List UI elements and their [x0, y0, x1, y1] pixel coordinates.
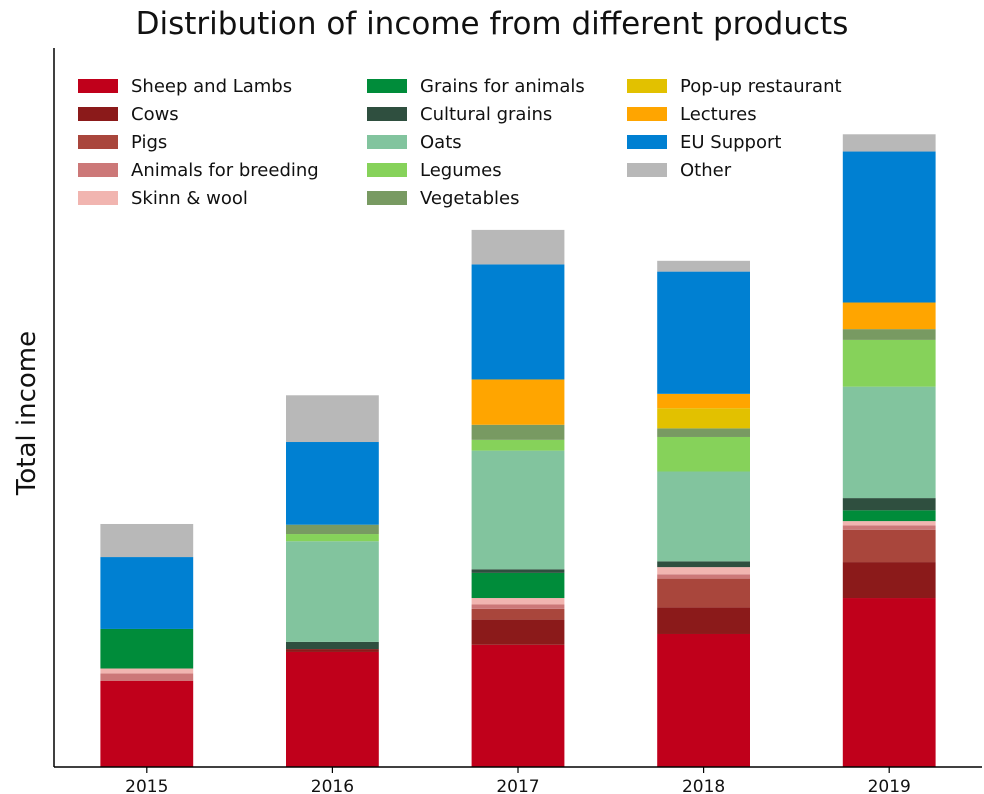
legend-label-animals-for-breeding: Animals for breeding: [131, 160, 319, 181]
legend-swatch-skinn-wool: [78, 191, 118, 205]
bar-segment-oats-2019: [842, 386, 936, 499]
bar-segment-sheep-and-lambs-2015: [100, 680, 194, 767]
bar-segment-other-2017: [471, 229, 565, 265]
legend-label-sheep-and-lambs: Sheep and Lambs: [131, 76, 292, 97]
bar-segment-pop-up-restaurant-2018: [657, 408, 750, 429]
legend-swatch-cultural-grains: [367, 107, 407, 121]
bar-segment-vegetables-2019: [842, 329, 936, 340]
legend-swatch-grains-for-animals: [367, 79, 407, 93]
legend-label-pop-up-restaurant: Pop-up restaurant: [680, 76, 842, 97]
legend-label-legumes: Legumes: [420, 160, 502, 181]
bar-segment-animals-for-breeding-2017: [471, 604, 565, 609]
bar-segment-grains-for-animals-2017: [471, 572, 565, 599]
bar-segment-eu-support-2019: [842, 151, 936, 303]
bar-segment-cows-2018: [657, 607, 750, 634]
legend-label-pigs: Pigs: [131, 132, 167, 153]
chart-title: Distribution of income from different pr…: [135, 6, 849, 42]
bar-segment-oats-2017: [471, 450, 565, 570]
bar-segment-legumes-2017: [471, 439, 565, 451]
bar-segment-eu-support-2018: [657, 271, 750, 394]
bar-segment-legumes-2019: [842, 339, 936, 387]
legend-label-grains-for-animals: Grains for animals: [420, 76, 585, 97]
x-tick-label-2017: 2017: [496, 777, 539, 794]
bar-segment-cultural-grains-2018: [657, 561, 750, 568]
x-ticks-group: 2015 2016 2017 2018 2019: [125, 767, 911, 794]
bar-segment-other-2019: [842, 134, 936, 152]
bar-segment-grains-for-animals-2019: [842, 510, 936, 522]
bar-segment-pigs-2018: [657, 578, 750, 608]
bar-segment-grains-for-animals-2015: [100, 628, 194, 669]
bar-segment-legumes-2018: [657, 436, 750, 472]
bar-segment-pigs-2019: [842, 529, 936, 563]
legend-swatch-other: [627, 163, 667, 177]
bar-segment-sheep-and-lambs-2019: [842, 598, 936, 767]
x-tick-label-2015: 2015: [125, 777, 168, 794]
bar-segment-skinn-wool-2017: [471, 598, 565, 605]
bar-segment-lectures-2019: [842, 302, 936, 330]
bar-segment-oats-2016: [286, 541, 379, 642]
bar-segment-animals-for-breeding-2019: [842, 525, 936, 530]
legend-label-other: Other: [680, 160, 732, 181]
legend-label-vegetables: Vegetables: [420, 188, 519, 209]
legend-swatch-pop-up-restaurant: [627, 79, 667, 93]
legend-swatch-oats: [367, 135, 407, 149]
legend-label-eu-support: EU Support: [680, 132, 781, 153]
x-tick-label-2016: 2016: [311, 777, 354, 794]
bar-segment-eu-support-2016: [286, 442, 379, 525]
legend-swatch-pigs: [78, 135, 118, 149]
bar-segment-sheep-and-lambs-2017: [471, 644, 565, 767]
bar-segment-legumes-2016: [286, 534, 379, 542]
bar-segment-eu-support-2015: [100, 557, 194, 629]
legend-swatch-sheep-and-lambs: [78, 79, 118, 93]
legend: Sheep and Lambs Cows Pigs Animals for breed…: [78, 76, 842, 209]
legend-label-skinn-wool: Skinn & wool: [131, 188, 248, 209]
bar-segment-cows-2017: [471, 619, 565, 645]
bar-segment-oats-2018: [657, 471, 750, 562]
bar-segment-skinn-wool-2015: [100, 668, 194, 674]
bar-segment-other-2016: [286, 395, 379, 443]
bar-segment-skinn-wool-2018: [657, 567, 750, 575]
x-tick-label-2018: 2018: [682, 777, 725, 794]
legend-swatch-vegetables: [367, 191, 407, 205]
bar-segment-sheep-and-lambs-2016: [286, 651, 379, 767]
bar-segment-cows-2016: [286, 649, 379, 652]
bar-segment-other-2015: [100, 523, 194, 558]
bar-segment-other-2018: [657, 260, 750, 272]
bar-segment-pigs-2017: [471, 608, 565, 620]
legend-swatch-cows: [78, 107, 118, 121]
bar-segment-cultural-grains-2019: [842, 498, 936, 511]
bars-group: [100, 134, 936, 767]
bar-segment-animals-for-breeding-2015: [100, 673, 194, 681]
legend-label-cows: Cows: [131, 104, 179, 125]
bar-segment-cultural-grains-2017: [471, 569, 565, 573]
bar-segment-vegetables-2017: [471, 424, 565, 440]
bar-segment-vegetables-2016: [286, 524, 379, 535]
legend-swatch-legumes: [367, 163, 407, 177]
bar-segment-lectures-2018: [657, 393, 750, 409]
legend-swatch-lectures: [627, 107, 667, 121]
legend-label-cultural-grains: Cultural grains: [420, 104, 552, 125]
bar-segment-sheep-and-lambs-2018: [657, 633, 750, 767]
bar-segment-cultural-grains-2016: [286, 641, 379, 650]
bar-segment-skinn-wool-2019: [842, 521, 936, 526]
legend-swatch-animals-for-breeding: [78, 163, 118, 177]
bar-segment-eu-support-2017: [471, 264, 565, 380]
bar-segment-cows-2019: [842, 562, 936, 599]
bar-segment-lectures-2017: [471, 379, 565, 425]
bar-segment-vegetables-2018: [657, 428, 750, 437]
legend-label-lectures: Lectures: [680, 104, 757, 125]
bar-segment-animals-for-breeding-2018: [657, 574, 750, 579]
legend-label-oats: Oats: [420, 132, 462, 153]
x-tick-label-2019: 2019: [868, 777, 911, 794]
legend-swatch-eu-support: [627, 135, 667, 149]
